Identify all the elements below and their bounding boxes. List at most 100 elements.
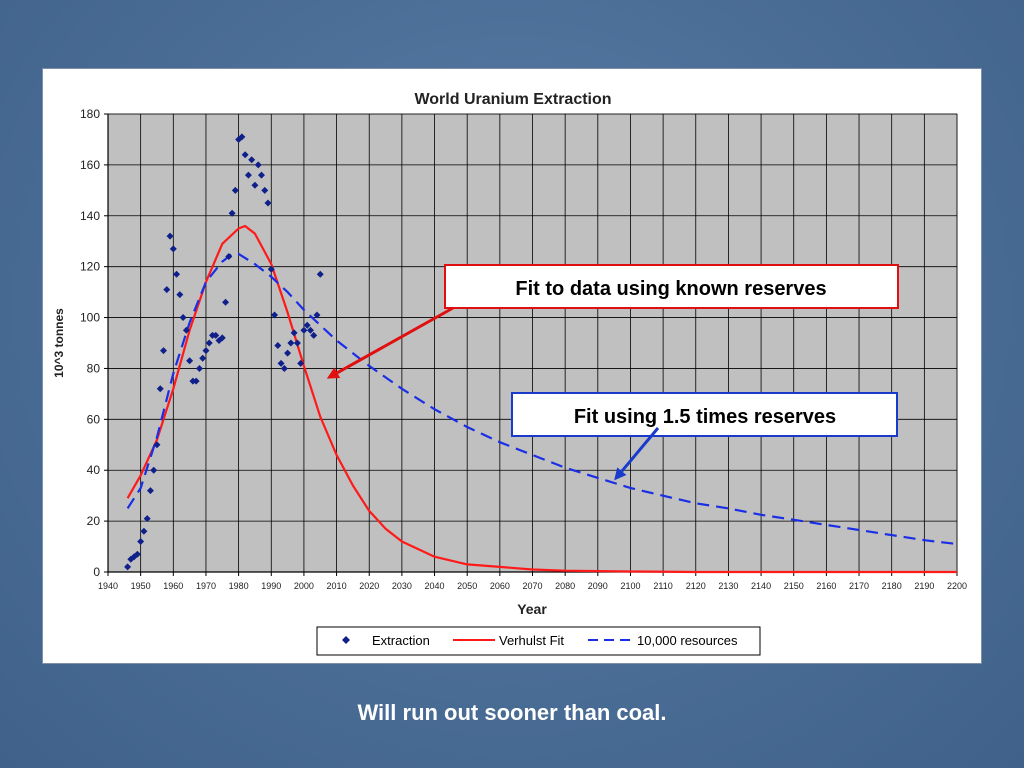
slide-caption: Will run out sooner than coal. <box>357 700 667 725</box>
extraction-point <box>271 311 279 319</box>
y-tick-labels: 0 20 40 60 80 100 120 140 160 180 <box>80 107 100 579</box>
extraction-point <box>212 331 220 339</box>
extraction-point <box>202 347 210 355</box>
extraction-point <box>241 151 249 159</box>
x-tick-label: 2150 <box>784 581 804 591</box>
extraction-point <box>176 291 184 299</box>
x-tick-label: 2120 <box>686 581 706 591</box>
x-axis-label: Year <box>517 601 547 617</box>
annotation-extra-reserves: Fit using 1.5 times reserves <box>511 392 898 481</box>
annotation-arrow-blue <box>620 427 660 473</box>
extraction-point <box>251 181 259 189</box>
y-tick-label: 180 <box>80 107 100 121</box>
x-tick-label: 2060 <box>490 581 510 591</box>
x-tick-label: 2140 <box>751 581 771 591</box>
extraction-point <box>137 537 145 545</box>
arrow-head-blue <box>614 467 627 481</box>
extraction-point <box>290 329 298 337</box>
legend-box <box>316 626 761 656</box>
extraction-point <box>310 331 318 339</box>
extraction-point <box>257 171 265 179</box>
extraction-point <box>199 354 207 362</box>
extraction-point <box>127 555 135 563</box>
extraction-point <box>160 347 168 355</box>
x-tick-label: 2040 <box>425 581 445 591</box>
x-tick-label: 1990 <box>261 581 281 591</box>
extraction-point <box>267 265 275 273</box>
extraction-point <box>179 314 187 322</box>
y-tick-label: 160 <box>80 158 100 172</box>
annotation-text-known-reserves: Fit to data using known reserves <box>515 278 826 300</box>
annotation-known-reserves: Fit to data using known reserves <box>326 264 899 379</box>
y-tick-label: 140 <box>80 209 100 223</box>
extraction-point <box>169 245 177 253</box>
x-tick-label: 2010 <box>327 581 347 591</box>
legend-item-resources: 10,000 resources <box>588 633 738 648</box>
x-tick-label: 1950 <box>131 581 151 591</box>
extraction-point <box>313 311 321 319</box>
x-tick-label: 2200 <box>947 581 967 591</box>
chart-panel: World Uranium Extraction 0 20 40 60 80 100 120… <box>42 68 982 664</box>
extraction-point <box>146 487 154 495</box>
extraction-point <box>303 321 311 329</box>
x-tick-label: 2020 <box>359 581 379 591</box>
x-tick-label: 2080 <box>555 581 575 591</box>
extraction-point <box>124 563 132 571</box>
extraction-point <box>280 364 288 372</box>
extraction-point <box>163 286 171 294</box>
x-tick-labels: 1940 1950 1960 1970 1980 1990 2000 2010 2020 2030… <box>98 581 967 591</box>
x-tick-label: 2100 <box>620 581 640 591</box>
extraction-point <box>228 209 236 217</box>
extraction-point <box>186 357 194 365</box>
x-tick-label: 2070 <box>522 581 542 591</box>
series-layer <box>124 133 958 574</box>
uranium-chart: World Uranium Extraction 020406080100120… <box>52 91 967 656</box>
y-tick-label: 120 <box>80 260 100 274</box>
annotation-box-red <box>444 264 899 309</box>
x-tick-label: 1940 <box>98 581 118 591</box>
extraction-point <box>306 326 314 334</box>
x-tick-label: 2160 <box>816 581 836 591</box>
extraction-point <box>195 364 203 372</box>
extraction-point <box>153 441 161 449</box>
x-tick-label: 2190 <box>914 581 934 591</box>
annotation-box-blue <box>511 392 898 437</box>
extraction-point <box>287 339 295 347</box>
legend-marker-diamond <box>342 636 350 644</box>
y-tick-label: 0 <box>93 565 100 579</box>
extraction-point <box>222 298 230 306</box>
extraction-point <box>297 359 305 367</box>
extraction-point <box>316 270 324 278</box>
annotation-arrow-red <box>336 306 454 375</box>
extraction-point <box>173 270 181 278</box>
y-tick-label: 100 <box>80 311 100 325</box>
extraction-point <box>254 161 262 169</box>
x-tick-label: 2030 <box>392 581 412 591</box>
extraction-point <box>156 385 164 393</box>
y-tick-label: 40 <box>87 463 101 477</box>
extraction-point <box>231 186 239 194</box>
arrow-head-red <box>326 367 341 379</box>
x-tick-label: 2170 <box>849 581 869 591</box>
legend-label-extraction: Extraction <box>372 633 430 648</box>
x-tick-label: 2110 <box>653 581 672 591</box>
legend-item-extraction: Extraction <box>342 633 430 648</box>
extraction-point <box>143 515 151 523</box>
extraction-point <box>284 349 292 357</box>
x-tick-label: 2090 <box>588 581 608 591</box>
x-tick-label: 2000 <box>294 581 314 591</box>
extraction-point <box>248 156 256 164</box>
extraction-point <box>150 466 158 474</box>
x-tick-label: 2180 <box>882 581 902 591</box>
x-tick-label: 2130 <box>718 581 738 591</box>
extraction-point <box>140 527 148 535</box>
legend-item-verhulst: Verhulst Fit <box>453 633 564 648</box>
chart-title: World Uranium Extraction <box>414 91 611 108</box>
y-tick-label: 20 <box>87 514 101 528</box>
extraction-point <box>238 133 246 141</box>
extraction-point <box>264 199 272 207</box>
extraction-point <box>205 339 213 347</box>
extraction-point <box>218 334 226 342</box>
extraction-point <box>182 326 190 334</box>
extraction-point <box>166 232 174 240</box>
